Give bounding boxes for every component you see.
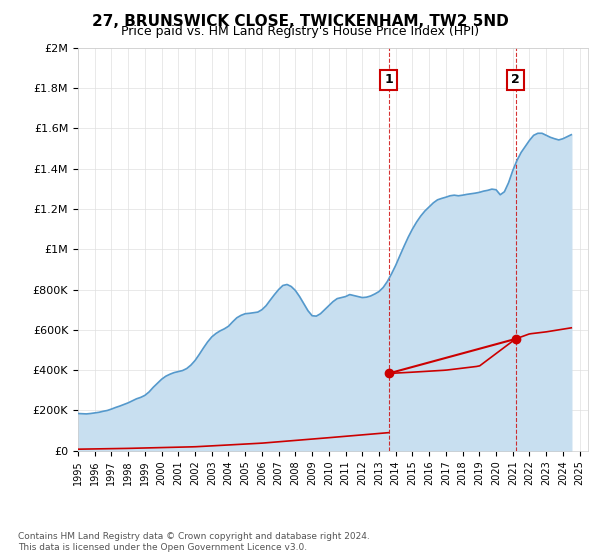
Text: Contains HM Land Registry data © Crown copyright and database right 2024.
This d: Contains HM Land Registry data © Crown c… xyxy=(18,532,370,552)
Text: Price paid vs. HM Land Registry's House Price Index (HPI): Price paid vs. HM Land Registry's House … xyxy=(121,25,479,38)
Text: 1: 1 xyxy=(384,73,393,86)
Text: 2: 2 xyxy=(511,73,520,86)
Text: 27, BRUNSWICK CLOSE, TWICKENHAM, TW2 5ND: 27, BRUNSWICK CLOSE, TWICKENHAM, TW2 5ND xyxy=(92,14,508,29)
